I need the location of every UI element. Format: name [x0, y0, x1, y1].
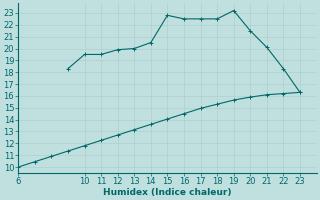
X-axis label: Humidex (Indice chaleur): Humidex (Indice chaleur): [103, 188, 232, 197]
